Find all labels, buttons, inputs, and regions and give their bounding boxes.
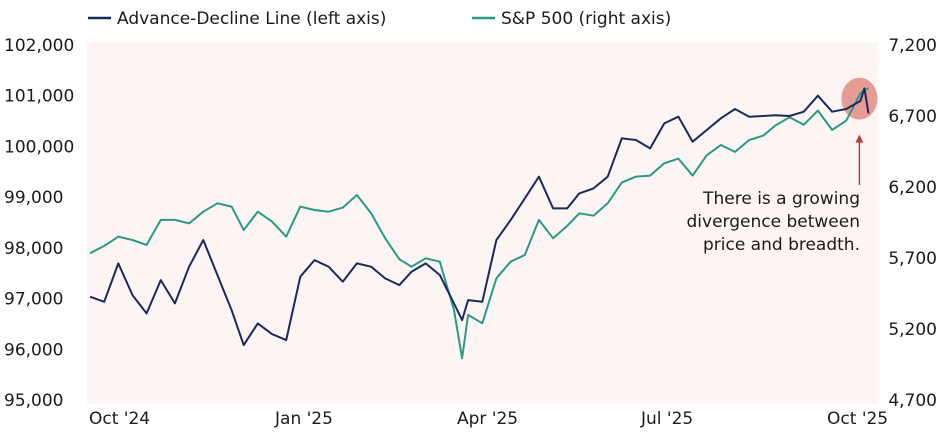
right-tick-label: 6,700 bbox=[888, 107, 937, 127]
legend: Advance-Decline Line (left axis) S&P 500… bbox=[88, 9, 671, 29]
left-tick-label: 95,000 bbox=[4, 391, 63, 411]
annotation-line-3: price and breadth. bbox=[703, 235, 860, 255]
annotation-line-1: There is a growing bbox=[702, 189, 860, 209]
legend-label-sp500: S&P 500 (right axis) bbox=[501, 9, 671, 29]
right-tick-label: 7,200 bbox=[888, 36, 937, 56]
left-tick-label: 98,000 bbox=[4, 239, 63, 259]
left-tick-label: 99,000 bbox=[4, 188, 63, 208]
annotation-line-2: divergence between bbox=[687, 212, 860, 232]
plot-background bbox=[87, 42, 878, 404]
x-tick-label: Oct '24 bbox=[89, 409, 150, 429]
left-tick-label: 101,000 bbox=[4, 87, 74, 107]
highlight-circle bbox=[841, 77, 878, 120]
x-tick-label: Jan '25 bbox=[274, 409, 333, 429]
x-tick-label: Oct '25 bbox=[827, 409, 888, 429]
legend-label-ad-line: Advance-Decline Line (left axis) bbox=[117, 9, 386, 29]
arrow-head-icon bbox=[855, 134, 864, 143]
left-tick-label: 100,000 bbox=[4, 137, 74, 157]
left-tick-label: 102,000 bbox=[4, 36, 74, 56]
left-tick-label: 97,000 bbox=[4, 290, 63, 310]
x-tick-label: Jul '25 bbox=[640, 409, 693, 429]
right-tick-label: 5,200 bbox=[888, 320, 937, 340]
left-axis: 95,000 96,000 97,000 98,000 99,000 100,000 101… bbox=[4, 36, 74, 411]
sp500-series bbox=[89, 87, 869, 360]
ad-line-series bbox=[89, 87, 870, 347]
left-tick-label: 96,000 bbox=[4, 340, 63, 360]
series-lines bbox=[89, 87, 870, 360]
right-tick-label: 6,200 bbox=[888, 178, 937, 198]
right-tick-label: 4,700 bbox=[888, 391, 937, 411]
annotation: There is a growing divergence between pr… bbox=[687, 134, 864, 255]
right-axis: 4,700 5,200 5,700 6,200 6,700 7,200 bbox=[888, 36, 937, 411]
x-axis: Oct '24 Jan '25 Apr '25 Jul '25 Oct '25 bbox=[89, 409, 888, 429]
x-tick-label: Apr '25 bbox=[457, 409, 518, 429]
right-tick-label: 5,700 bbox=[888, 249, 937, 269]
